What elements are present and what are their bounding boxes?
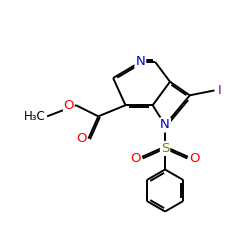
Text: N: N <box>136 56 145 68</box>
Text: O: O <box>64 99 74 112</box>
Text: S: S <box>161 142 169 155</box>
Text: N: N <box>160 118 170 132</box>
Text: O: O <box>130 152 141 165</box>
Text: H₃C: H₃C <box>24 110 46 123</box>
Text: O: O <box>76 132 86 145</box>
Text: O: O <box>189 152 200 165</box>
Text: I: I <box>218 84 221 97</box>
